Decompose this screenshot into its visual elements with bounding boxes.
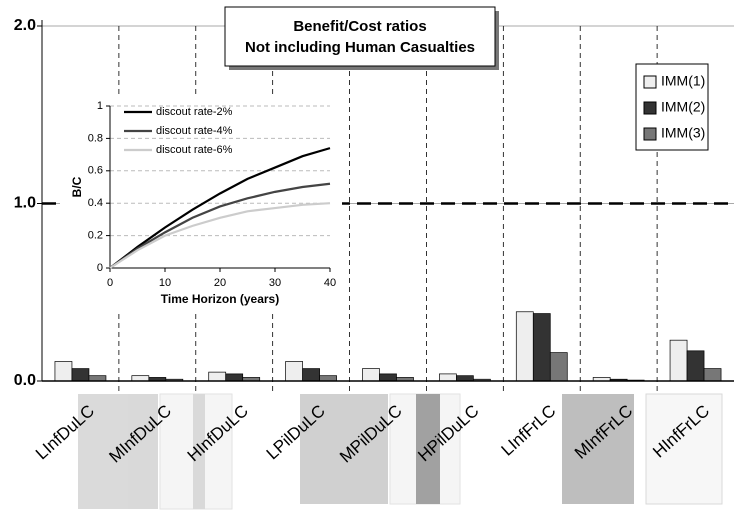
y-tick-label: 0.4	[88, 197, 103, 209]
bar	[379, 373, 397, 382]
line-series	[109, 202, 331, 269]
x-tick-label: LInfFrLC	[498, 401, 560, 459]
building-image	[562, 394, 634, 504]
x-tick-label: 30	[269, 277, 281, 289]
building-image	[645, 393, 723, 505]
y-tick-label: 0	[97, 262, 103, 274]
legend-label: IMM(2)	[661, 99, 705, 115]
building-image	[300, 394, 388, 504]
legend-swatch	[643, 127, 657, 141]
bar	[225, 373, 244, 382]
title-frame	[224, 6, 496, 67]
bar	[515, 311, 534, 382]
x-axis-label: Time Horizon (years)	[161, 292, 279, 306]
bar	[319, 375, 337, 382]
bar	[703, 368, 722, 382]
x-tick-label: 10	[159, 277, 171, 289]
bar	[285, 361, 303, 382]
y-axis-label: B/C	[70, 176, 84, 197]
x-tick-label: 0	[107, 277, 113, 289]
bar	[302, 368, 320, 382]
bar	[362, 368, 380, 382]
bar	[88, 375, 107, 382]
legend-label: IMM(1)	[661, 73, 705, 89]
building-image	[416, 394, 440, 504]
legend-swatch	[643, 101, 657, 115]
line-series	[109, 182, 331, 269]
chart-title: Benefit/Cost ratios	[293, 18, 426, 35]
bar	[532, 313, 551, 382]
bar	[669, 339, 688, 382]
y-tick-label: 1.0	[14, 195, 36, 212]
bar	[439, 373, 457, 382]
legend-swatch	[643, 75, 657, 89]
x-tick-label: 20	[214, 277, 226, 289]
building-image	[78, 394, 158, 509]
chart-title: Not including Human Casualties	[245, 39, 475, 56]
bar	[54, 361, 73, 382]
bar	[456, 375, 474, 382]
y-tick-label: 0.2	[88, 230, 103, 242]
legend-label: discout rate-4%	[156, 125, 233, 137]
y-tick-label: 0.8	[88, 132, 103, 144]
title-box: Benefit/Cost ratios Not including Human …	[224, 6, 499, 70]
y-tick-label: 0.0	[14, 372, 36, 389]
building-image	[193, 394, 205, 509]
x-tick-label: 40	[324, 277, 336, 289]
bar	[131, 375, 150, 382]
legend-label: discout rate-6%	[156, 144, 233, 156]
bar	[686, 350, 705, 382]
y-tick-label: 0.6	[88, 165, 103, 177]
bar	[71, 368, 90, 382]
bar	[549, 352, 568, 382]
line-series	[109, 147, 331, 269]
building-images	[78, 393, 723, 510]
legend-label: IMM(3)	[661, 125, 705, 141]
bar	[208, 371, 227, 382]
y-tick-label: 2.0	[14, 17, 36, 34]
legend-label: discout rate-2%	[156, 106, 233, 118]
y-tick-label: 1	[97, 100, 103, 112]
